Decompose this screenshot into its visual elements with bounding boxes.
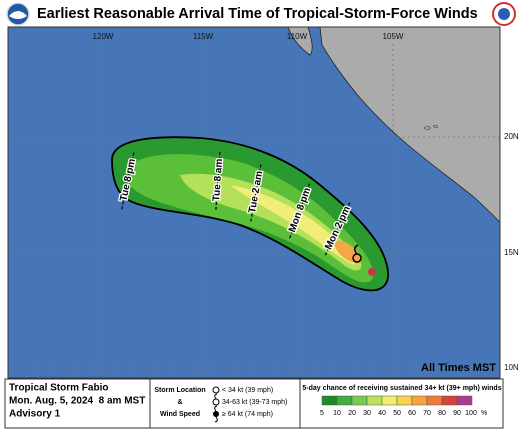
time-label: Tue 8 am	[211, 158, 225, 201]
symbol-label: ≥ 64 kt (74 mph)	[222, 411, 273, 418]
isochrone	[324, 200, 352, 256]
scale-swatch	[321, 395, 338, 406]
scale-label: 100	[465, 410, 477, 417]
lat-label: 15N	[504, 248, 519, 257]
legend-line: Wind Speed	[160, 411, 200, 418]
scale-swatch	[366, 395, 383, 406]
scale-label: 40	[378, 410, 386, 417]
advisory-number: Advisory 1	[9, 409, 61, 420]
swath-40	[180, 173, 362, 271]
swath-90	[368, 268, 376, 276]
scale-label: %	[481, 410, 487, 417]
baja-tip	[287, 27, 313, 56]
noaa-logo-bird	[9, 11, 27, 19]
swath-70	[334, 240, 362, 264]
map: Tue 8 pm Tue 8 am Tue 2 am Mon 8 pm Mon 2 pm…	[7, 26, 501, 379]
swath-50	[230, 185, 355, 265]
scale-swatch	[336, 395, 353, 406]
scale-swatch	[396, 395, 413, 406]
scale-label: 90	[453, 410, 461, 417]
storm-name: Tropical Storm Fabio	[9, 383, 108, 394]
scale-swatch	[411, 395, 428, 406]
symbol-hu	[213, 411, 219, 417]
lon-label: 115W	[193, 32, 214, 41]
scale-swatch	[426, 395, 443, 406]
scale-label: 10	[333, 410, 341, 417]
symbol-label: < 34 kt (39 mph)	[222, 387, 273, 394]
title: Earliest Reasonable Arrival Time of Trop…	[37, 6, 478, 22]
lon-label: 105W	[383, 32, 404, 41]
storm-symbol-tail	[354, 244, 359, 255]
scale-swatch	[456, 395, 473, 406]
scale-label: 80	[438, 410, 446, 417]
legend-line: Storm Location	[154, 387, 205, 394]
scale-label: 20	[348, 410, 356, 417]
symbol-label: 34-63 kt (39-73 mph)	[222, 399, 287, 406]
symbol-hu-tail	[214, 405, 218, 423]
isochrone	[215, 150, 221, 210]
advisory-date: Mon. Aug. 5, 2024 8 am MST	[9, 396, 145, 407]
isochrone	[121, 150, 135, 210]
scale-label: 50	[393, 410, 401, 417]
nws-logo-inner	[498, 8, 510, 20]
lat-label: 10N	[504, 363, 519, 372]
scale-swatch	[351, 395, 368, 406]
scale-label: 5	[320, 410, 324, 417]
scale-label: 30	[363, 410, 371, 417]
lon-label: 120W	[93, 32, 114, 41]
time-note: All Times MST	[421, 362, 496, 374]
isochrone	[289, 181, 311, 239]
symbol-weak	[212, 386, 220, 394]
scale-title: 5-day chance of receiving sustained 34+ …	[302, 385, 501, 392]
isochrone	[250, 162, 262, 222]
scale-label: 60	[408, 410, 416, 417]
legend-line: &	[177, 399, 182, 406]
lon-label: 110W	[287, 32, 308, 41]
islands	[423, 124, 439, 131]
map-frame	[7, 26, 501, 379]
mainland	[319, 27, 500, 224]
scale-label: 70	[423, 410, 431, 417]
scale-swatch	[441, 395, 458, 406]
lat-label: 20N	[504, 132, 519, 141]
scale-swatch	[381, 395, 398, 406]
symbol-ts-tail	[214, 393, 218, 400]
